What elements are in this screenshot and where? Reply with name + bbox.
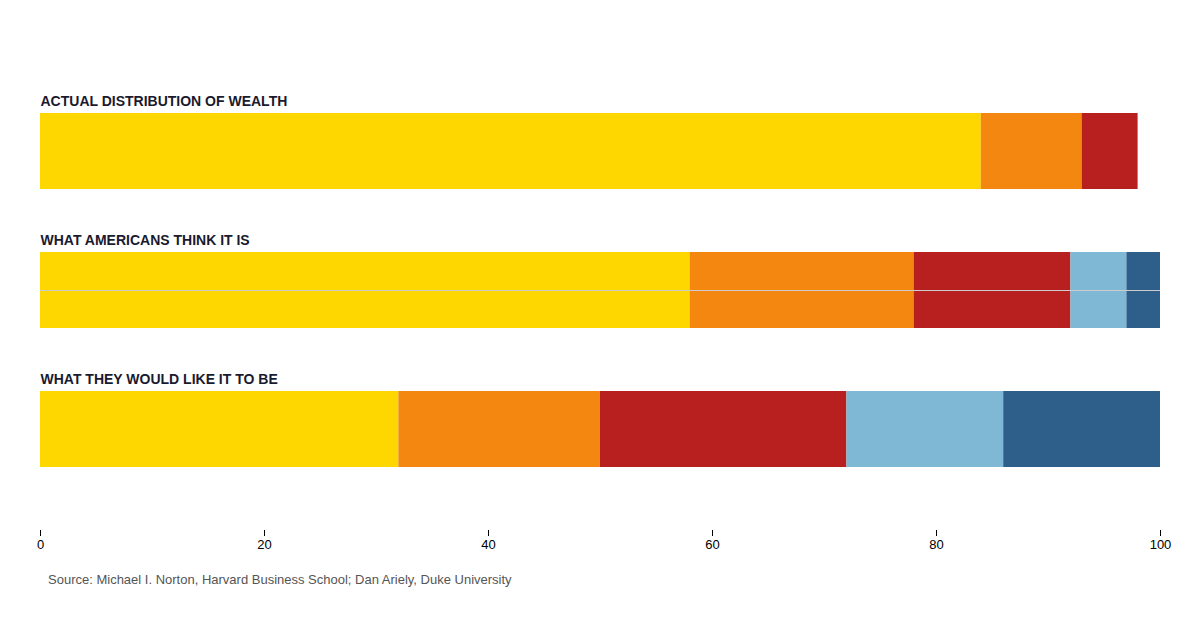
svg-text:0: 0	[37, 537, 44, 552]
svg-text:20: 20	[257, 537, 271, 552]
svg-text:60: 60	[705, 537, 719, 552]
svg-text:80: 80	[929, 537, 943, 552]
svg-text:40: 40	[481, 537, 495, 552]
svg-text:ACTUAL DISTRIBUTION OF WEALTH: ACTUAL DISTRIBUTION OF WEALTH	[41, 93, 288, 109]
html-text:Source: Michael I. Norton, Har: Source: Michael I. Norton, Harvard Busin…	[48, 572, 512, 587]
svg-text:WHAT AMERICANS THINK IT IS: WHAT AMERICANS THINK IT IS	[41, 232, 250, 248]
svg-text:WHAT THEY WOULD LIKE IT TO BE: WHAT THEY WOULD LIKE IT TO BE	[41, 371, 278, 387]
svg-text:100: 100	[1150, 537, 1172, 552]
